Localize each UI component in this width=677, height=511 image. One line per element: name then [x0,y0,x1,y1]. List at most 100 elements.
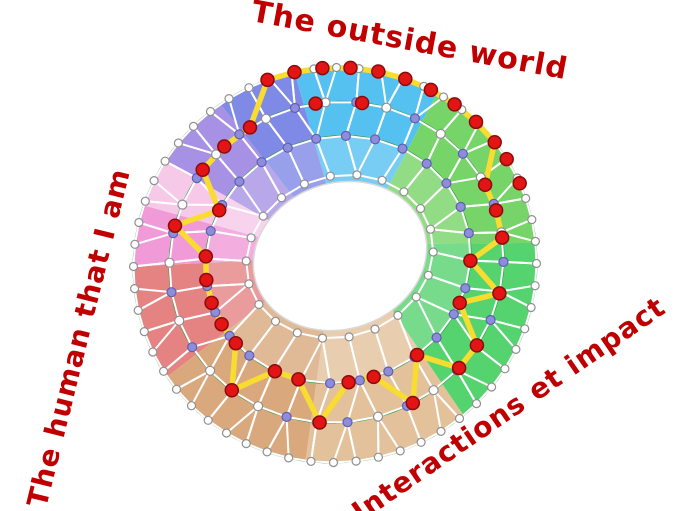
white-node [244,279,254,289]
spoke-line [500,218,533,234]
purple-node [441,178,452,189]
white-node [393,310,403,320]
white-node [331,62,342,73]
spoke-line [374,106,388,141]
white-node [246,233,256,243]
spoke-line [445,176,482,185]
white-node [205,365,216,376]
white-node [511,344,521,354]
spoke-line [358,379,379,418]
spoke-line [162,346,194,373]
spoke-line [238,133,263,164]
spoke-line [225,405,260,434]
white-node [186,401,197,411]
white-node [373,452,383,462]
purple-node [234,129,245,140]
spoke-line [221,203,265,218]
spoke-line [492,197,527,205]
red-node [447,97,462,112]
red-node [487,135,502,150]
purple-node [234,176,245,187]
red-node [423,82,439,98]
spoke-line [238,180,265,218]
spoke-line [432,389,461,420]
spoke-line [209,334,231,372]
spoke-line [215,153,241,183]
spoke-line [209,230,253,239]
spoke-line [346,379,361,424]
purple-node [256,157,267,168]
white-node [133,305,143,315]
white-node [148,347,158,357]
spoke-line [175,369,212,391]
spoke-line [312,67,327,104]
white-node [351,456,361,466]
red-node [195,162,210,178]
spoke-line [346,421,358,463]
spoke-line [344,134,358,176]
sector-blue-violet [220,72,327,198]
spoke-line [402,162,428,193]
spoke-line [268,78,297,109]
spoke-line [413,85,425,120]
spoke-line [133,232,175,246]
white-node [438,92,449,102]
white-node [160,156,170,166]
white-node [500,364,510,374]
white-node [149,176,159,186]
red-node [512,176,527,191]
white-node [352,170,362,180]
white-node [253,401,264,412]
spoke-line [191,334,231,349]
sector-sky-blue [294,67,437,190]
sector-pink-light [143,161,269,238]
purple-node [289,102,301,114]
white-node [399,187,409,197]
spoke-line [315,101,327,140]
spoke-line [133,287,173,294]
spoke-line [228,303,260,337]
spoke-line [272,331,299,372]
white-node [520,324,530,334]
white-node [395,446,405,456]
spoke-line [373,328,390,373]
hole-edge [252,180,428,332]
red-node [405,395,421,411]
spoke-line [153,179,184,206]
spoke-line [206,282,250,288]
white-node [205,106,216,117]
spoke-line [309,421,318,463]
spoke-line [455,369,478,405]
spoke-line [405,404,423,444]
spoke-line [502,260,538,265]
spoke-line [190,369,212,407]
spoke-line [415,295,455,316]
red-node [492,286,507,301]
red-node [224,383,240,398]
red-node [452,295,467,311]
purple-node [340,130,351,141]
purple-node [342,417,353,428]
spoke-line [266,415,288,453]
sector-pink-bright [133,205,259,267]
spoke-line [376,415,402,452]
white-node [487,382,497,392]
white-node [526,302,536,313]
white-node [471,399,482,409]
red-nodes [167,60,527,430]
white-node [377,175,387,185]
spoke-line [144,200,184,206]
white-node [428,247,438,257]
purple-node [409,113,420,124]
spoke-line [445,152,464,185]
spoke-line [439,108,463,135]
white-node [134,217,144,228]
white-node [527,215,537,225]
white-node [276,193,287,203]
spoke-line [344,101,358,137]
white-node [221,428,232,438]
white-node [521,193,531,203]
spoke-line [381,147,404,182]
spoke-line [178,311,217,322]
